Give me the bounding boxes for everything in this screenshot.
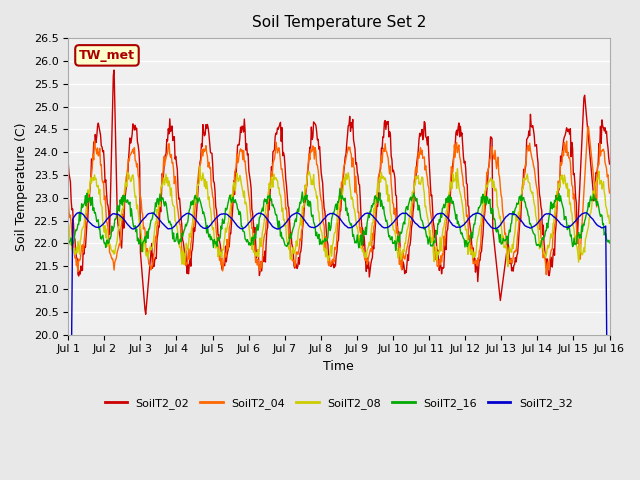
Title: Soil Temperature Set 2: Soil Temperature Set 2: [252, 15, 426, 30]
Y-axis label: Soil Temperature (C): Soil Temperature (C): [15, 122, 28, 251]
X-axis label: Time: Time: [323, 360, 354, 373]
Legend: SoilT2_02, SoilT2_04, SoilT2_08, SoilT2_16, SoilT2_32: SoilT2_02, SoilT2_04, SoilT2_08, SoilT2_…: [100, 394, 577, 413]
Text: TW_met: TW_met: [79, 49, 135, 62]
